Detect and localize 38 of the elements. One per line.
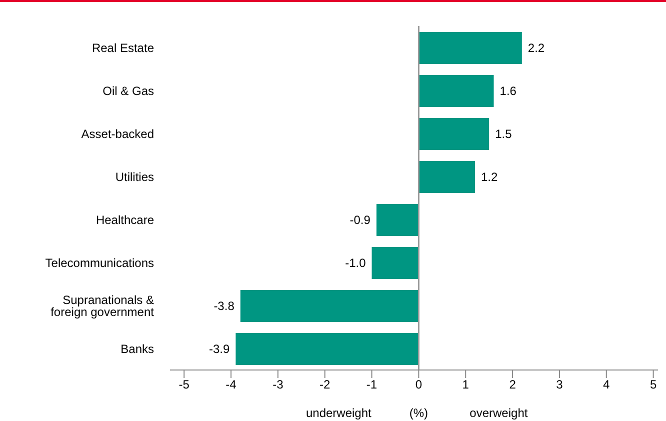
data-label: -3.9 (209, 342, 230, 356)
text: underweight (306, 406, 372, 420)
data-label: -0.9 (350, 213, 371, 228)
x-tick-label: 1 (462, 378, 470, 392)
x-tick-label: -5 (178, 378, 190, 392)
x-tick-label: 3 (556, 378, 564, 392)
x-tick-label: -2 (320, 378, 331, 392)
y-tick-label: Healthcare (96, 212, 154, 227)
data-label: 1.5 (495, 127, 512, 142)
bar (418, 32, 522, 64)
y-tick-label: Banks (120, 342, 154, 356)
data-label: 2.2 (528, 41, 545, 56)
bar (418, 161, 475, 193)
x-axis-title: (%) (409, 406, 428, 420)
y-tick-label: Real Estate (92, 40, 154, 55)
bar (372, 247, 419, 279)
data-label: -1.0 (345, 256, 366, 270)
x-tick-label: 0 (415, 378, 422, 392)
bar (236, 333, 419, 365)
bar (418, 118, 490, 150)
data-label: 1.2 (481, 170, 498, 184)
data-label: 1.6 (500, 84, 517, 98)
y-tick-label: Telecommunications (45, 256, 154, 270)
bar (240, 290, 419, 322)
y-tick-label: Oil & Gas (102, 84, 154, 98)
x-tick-label: 2 (509, 378, 516, 392)
x-tick-label: -1 (366, 378, 378, 392)
y-tick-label: Supranationals & foreign government (50, 292, 155, 319)
text: overweight (470, 406, 528, 420)
y-tick-label: Asset-backed (81, 126, 154, 141)
x-tick-label: 4 (603, 378, 610, 392)
bar (418, 75, 494, 107)
data-label: -3.8 (214, 299, 235, 314)
bar (376, 204, 419, 236)
x-tick-label: 5 (650, 378, 657, 392)
y-tick-label: Utilities (115, 170, 154, 184)
x-tick-label: -4 (226, 378, 237, 392)
x-tick-label: -3 (272, 378, 284, 392)
